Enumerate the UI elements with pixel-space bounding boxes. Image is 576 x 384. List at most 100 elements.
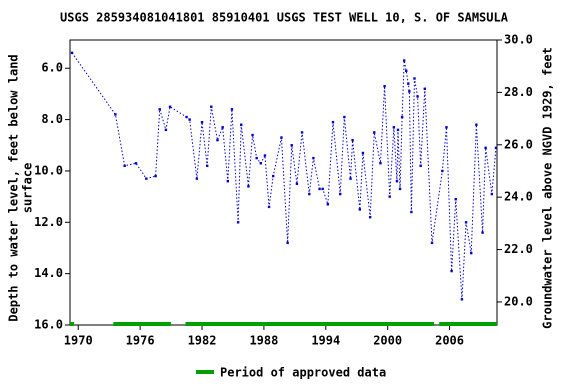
x-tick-label: 1970 (64, 334, 93, 348)
data-point (351, 138, 354, 142)
data-point (300, 131, 304, 134)
data-point (416, 95, 419, 98)
y-tick-label: 6.0 (41, 61, 63, 75)
data-point (286, 241, 289, 245)
data-point (205, 164, 209, 168)
y-tick-label: 8.0 (41, 112, 63, 126)
data-point (123, 164, 126, 168)
data-point (318, 187, 321, 191)
y-tick-label: 16.0 (34, 318, 63, 332)
data-point (481, 231, 484, 234)
data-point (419, 164, 422, 168)
data-point (200, 120, 204, 124)
data-point (339, 192, 342, 196)
data-line (71, 52, 497, 300)
data-point (343, 115, 346, 119)
data-point (396, 128, 400, 132)
data-point (379, 162, 382, 165)
data-point (271, 174, 275, 178)
y2-tick-label: 22.0 (504, 242, 533, 256)
data-point (405, 69, 408, 73)
data-point (490, 192, 494, 196)
data-point (402, 59, 406, 62)
approved-period (185, 322, 435, 326)
y-tick-label: 14.0 (34, 266, 63, 280)
chart-title: USGS 285934081041801 85910401 USGS TEST … (60, 11, 509, 25)
data-point (312, 156, 315, 160)
x-tick-label: 1994 (311, 334, 340, 348)
data-point (484, 146, 487, 150)
data-point (358, 208, 362, 211)
data-point (430, 241, 434, 245)
data-point (185, 115, 188, 119)
data-point (423, 87, 427, 90)
y-axis-label: Depth to water level, feet below land (7, 54, 21, 321)
data-point (450, 269, 453, 273)
data-point (454, 197, 457, 201)
legend-label: Period of approved data (220, 366, 386, 380)
data-point (470, 251, 473, 255)
data-point (368, 215, 372, 219)
data-point (407, 82, 410, 85)
data-point (263, 154, 267, 157)
data-point (236, 221, 240, 224)
data-point (321, 187, 324, 191)
data-point (413, 77, 416, 80)
data-point (188, 118, 191, 121)
data-point (70, 51, 74, 55)
x-tick-label: 1976 (126, 334, 155, 348)
data-point (383, 85, 386, 88)
data-point (331, 120, 335, 124)
approved-period (70, 322, 75, 326)
approved-period (439, 322, 497, 326)
data-point (395, 180, 399, 183)
data-point (392, 126, 396, 129)
data-point (398, 187, 402, 191)
y-tick-label: 10.0 (34, 163, 63, 177)
approved-period (113, 322, 172, 326)
data-point (326, 203, 330, 206)
data-point (164, 128, 168, 132)
x-tick-label: 1982 (188, 334, 217, 348)
data-point (216, 138, 219, 142)
data-point (408, 90, 411, 93)
data-point (361, 151, 365, 155)
data-point (240, 123, 243, 126)
data-point (251, 133, 254, 137)
x-tick-label: 2000 (373, 334, 402, 348)
data-point (267, 205, 271, 209)
data-point (210, 105, 213, 108)
y-axis-label: surface (21, 163, 35, 214)
x-tick-label: 1988 (249, 334, 278, 348)
data-point (464, 221, 468, 224)
y2-axis-label: Groundwater level above NGVD 1929, feet (541, 47, 555, 329)
data-point (373, 131, 376, 134)
data-point (134, 162, 138, 165)
data-point (226, 180, 230, 183)
data-point (460, 298, 464, 301)
data-point (255, 156, 258, 160)
data-point (114, 113, 117, 116)
y2-tick-label: 24.0 (504, 190, 533, 204)
data-point (154, 174, 157, 178)
data-point (475, 123, 478, 126)
data-point (259, 162, 263, 165)
plot-frame (69, 39, 498, 326)
data-point (290, 144, 293, 147)
y-tick-label: 12.0 (34, 215, 63, 229)
data-point (247, 185, 250, 188)
data-point (349, 177, 352, 180)
data-point (195, 177, 199, 180)
data-point (280, 136, 283, 139)
data-point (400, 115, 404, 119)
data-point (410, 210, 413, 214)
data-point (230, 108, 234, 111)
data-point (445, 126, 448, 129)
x-tick-label: 2006 (435, 334, 464, 348)
y2-tick-label: 20.0 (504, 294, 533, 308)
y2-tick-label: 30.0 (504, 33, 533, 47)
y2-tick-label: 26.0 (504, 137, 533, 151)
y2-tick-label: 28.0 (504, 85, 533, 99)
data-point (388, 195, 391, 198)
